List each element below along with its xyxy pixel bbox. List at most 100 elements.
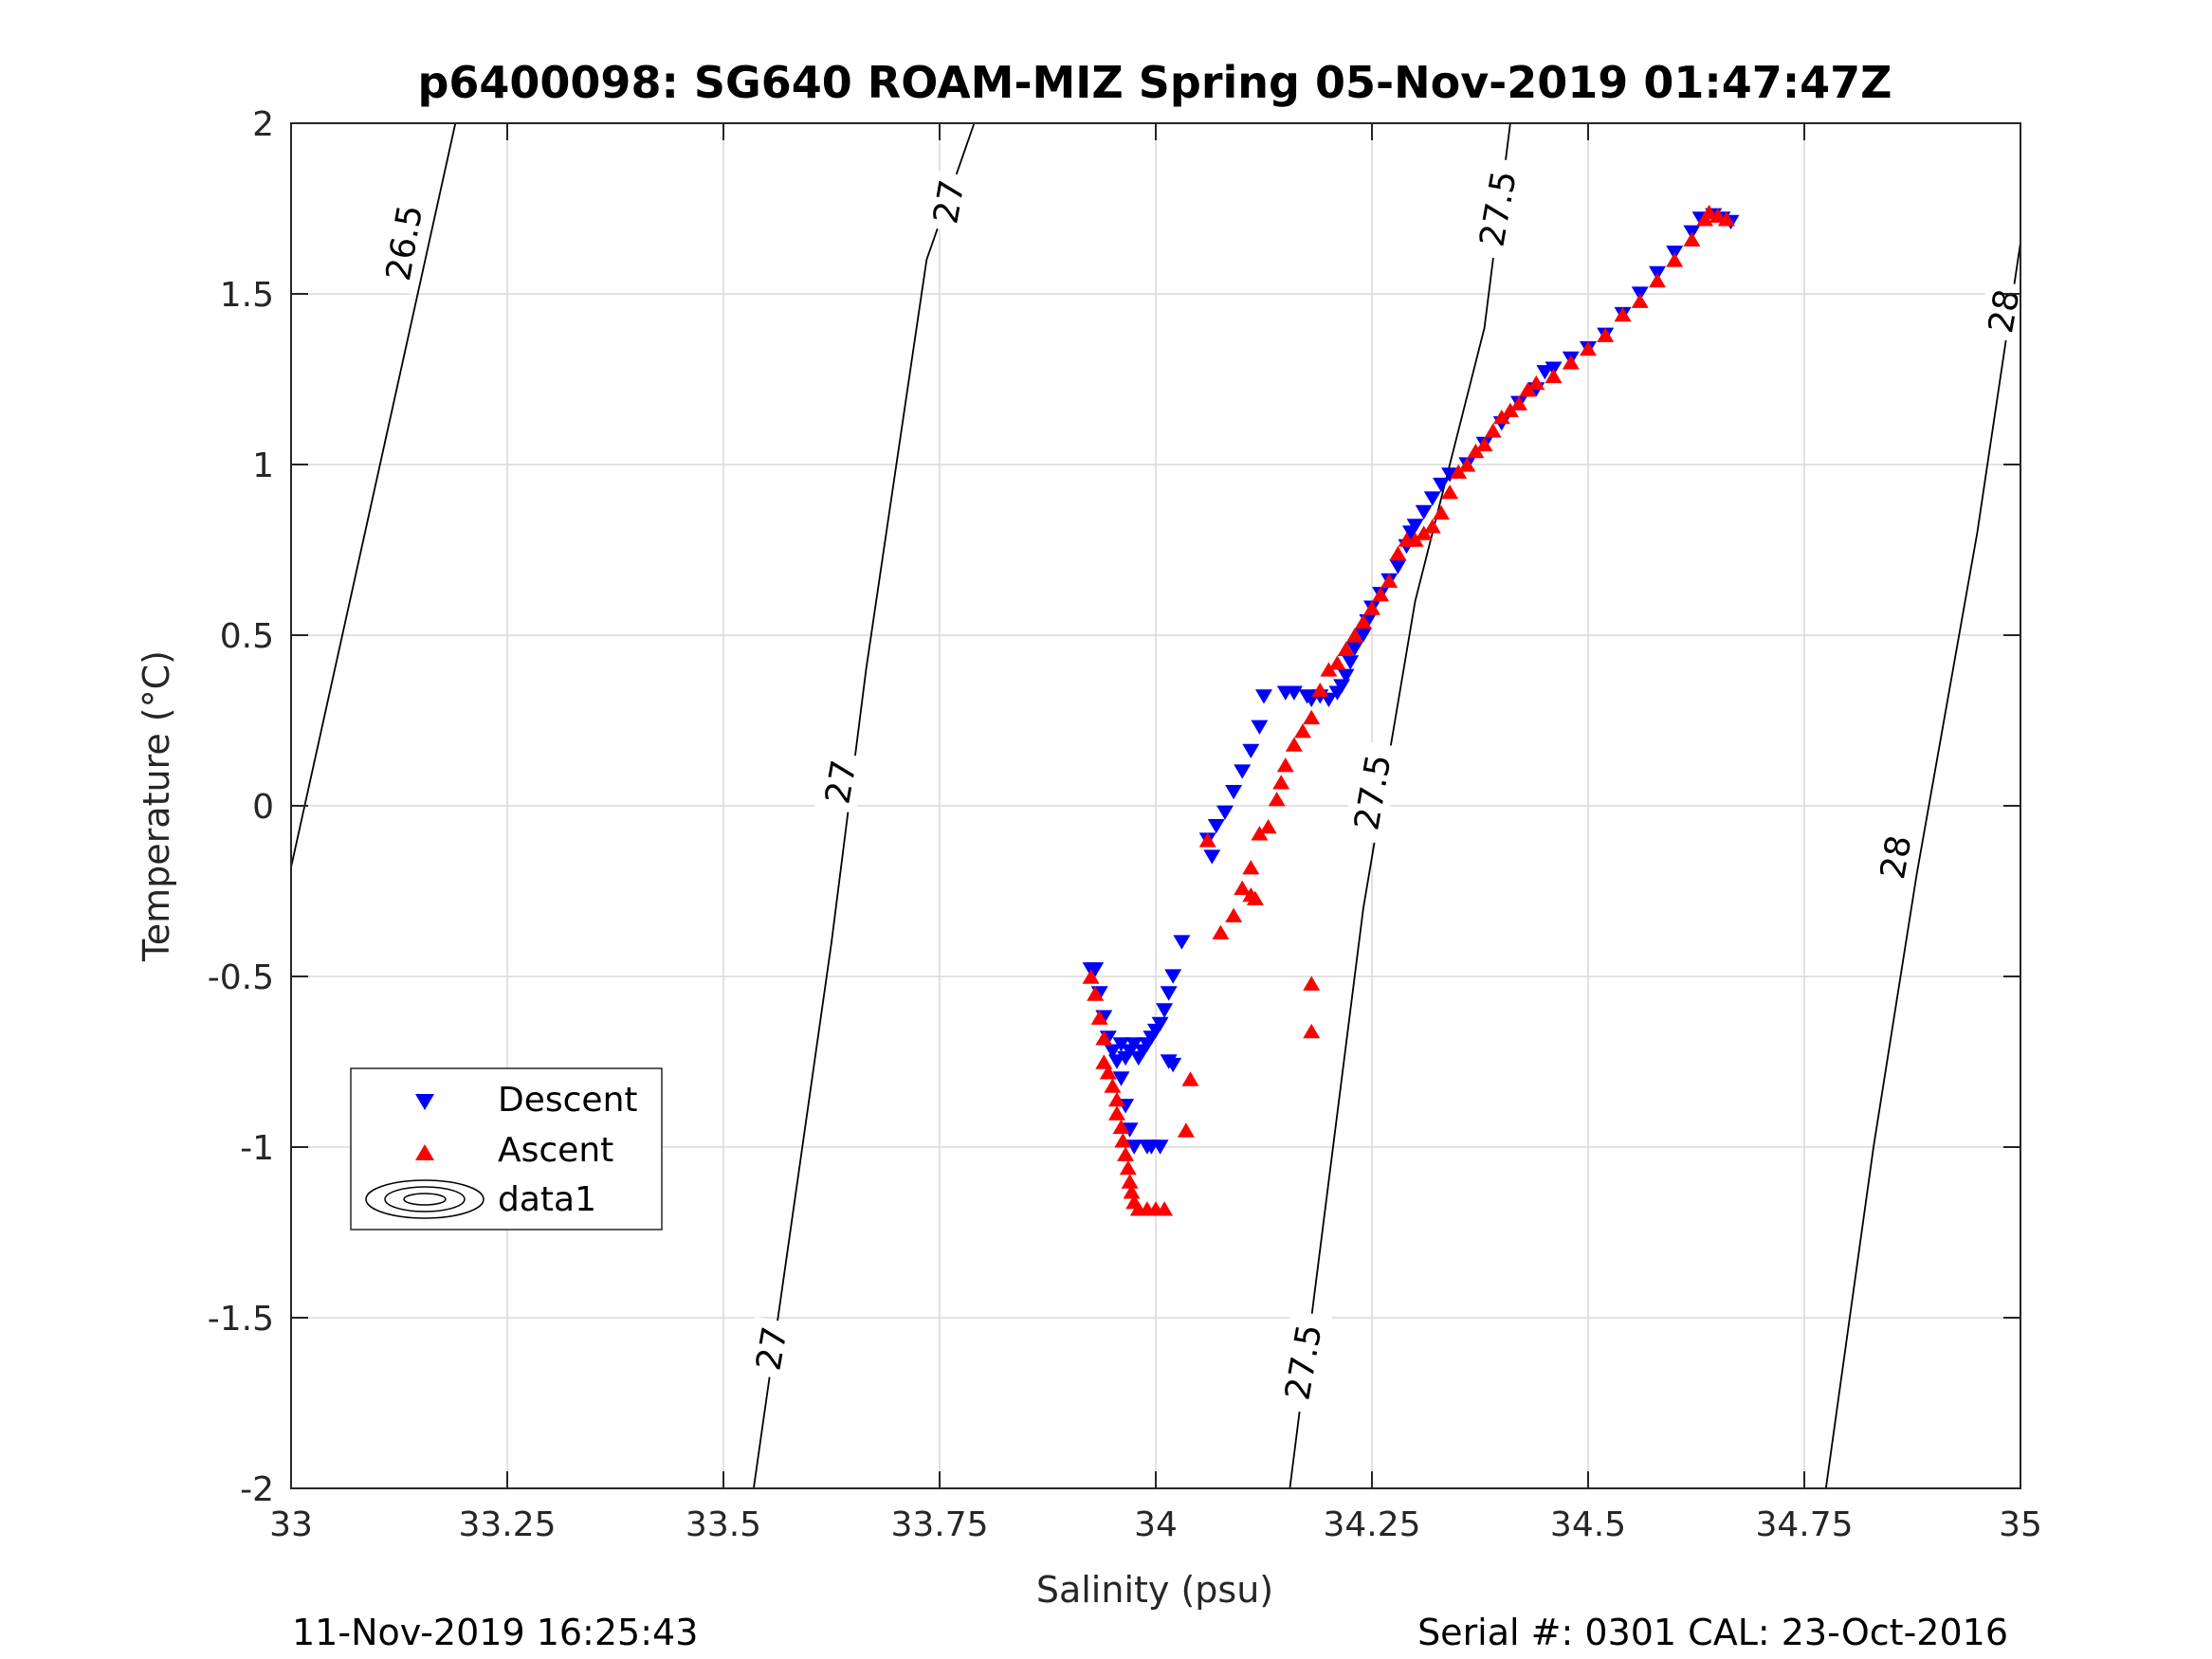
density-contour-line bbox=[1824, 242, 2021, 1489]
ascent-point bbox=[1519, 382, 1537, 397]
ascent-point bbox=[1527, 374, 1545, 391]
ascent-point bbox=[1380, 573, 1398, 588]
y-tick-label: 2 bbox=[252, 105, 274, 144]
descent-point bbox=[1225, 785, 1243, 800]
descent-point bbox=[1242, 743, 1260, 758]
descent-point bbox=[1104, 1044, 1122, 1059]
ascent-point bbox=[1363, 600, 1380, 615]
ascent-point bbox=[1631, 293, 1649, 308]
contour-label-background bbox=[1468, 155, 1526, 262]
y-axis-label: Temperature (°C) bbox=[136, 650, 177, 962]
ascent-point bbox=[1285, 737, 1303, 752]
ascent-point bbox=[1372, 587, 1390, 602]
y-tick-label: -1.5 bbox=[208, 1300, 274, 1339]
ascent-point bbox=[1225, 907, 1243, 922]
descent-point bbox=[1415, 504, 1433, 520]
contour-label-background bbox=[814, 750, 866, 814]
descent-point bbox=[1173, 935, 1191, 950]
ascent-point bbox=[1108, 1091, 1125, 1107]
descent-point bbox=[1423, 491, 1441, 506]
legend-data1-label: data1 bbox=[498, 1180, 596, 1219]
ascent-point bbox=[1303, 1023, 1321, 1039]
descent-point bbox=[1087, 962, 1105, 977]
y-tick-label: 0.5 bbox=[220, 617, 274, 656]
ascent-point bbox=[1423, 519, 1441, 534]
density-contour-label: 27.5 bbox=[1343, 739, 1401, 845]
contour-label-background bbox=[1273, 1309, 1332, 1414]
contour-label-background bbox=[374, 190, 433, 296]
contour-label-text: 27 bbox=[818, 757, 864, 807]
x-tick-label: 35 bbox=[1999, 1505, 2042, 1544]
x-tick-label: 34.5 bbox=[1550, 1505, 1626, 1544]
ascent-point bbox=[1117, 1146, 1135, 1161]
y-tick-label: 1 bbox=[252, 447, 274, 485]
axis-ticks: 33 33.25 33.5 33.75 34 34.25 34.5 34.75 35 2 1.5 1 0… bbox=[208, 105, 2042, 1544]
descent-point bbox=[1125, 1139, 1143, 1155]
density-contour-label: 27 bbox=[745, 1317, 797, 1380]
descent-point bbox=[1112, 1071, 1130, 1086]
ascent-point bbox=[1082, 969, 1100, 984]
descent-point bbox=[1156, 1003, 1174, 1018]
contour-label-text: 27 bbox=[926, 177, 972, 227]
x-tick-label: 33.75 bbox=[890, 1505, 988, 1544]
descent-point bbox=[1121, 1122, 1139, 1138]
density-contour-label: 27 bbox=[814, 750, 866, 814]
ascent-point bbox=[1156, 1201, 1174, 1216]
contour-label-background bbox=[1343, 739, 1401, 845]
ascent-point bbox=[1246, 890, 1264, 905]
chart-title: p6400098: SG640 ROAM-MIZ Spring 05-Nov-2… bbox=[417, 57, 1892, 108]
y-tick-label: -2 bbox=[240, 1470, 274, 1509]
ascent-point bbox=[1242, 860, 1260, 875]
ascent-point bbox=[1406, 532, 1424, 547]
ascent-point bbox=[1415, 525, 1433, 540]
descent-point bbox=[1112, 1037, 1130, 1052]
ascent-point bbox=[1580, 341, 1597, 356]
ascent-point bbox=[1328, 655, 1346, 670]
ascent-point bbox=[1337, 641, 1355, 656]
ascent-point bbox=[1345, 628, 1363, 643]
ascent-point bbox=[1649, 272, 1666, 288]
x-axis-label: Salinity (psu) bbox=[1036, 1569, 1273, 1611]
ascent-point bbox=[1090, 1010, 1108, 1025]
ascent-point bbox=[1087, 986, 1105, 1001]
x-tick-label: 33 bbox=[269, 1505, 313, 1544]
descent-point bbox=[1164, 969, 1182, 984]
ascent-point bbox=[1234, 880, 1252, 895]
ascent-point bbox=[1108, 1105, 1125, 1121]
descent-point bbox=[1164, 1057, 1182, 1073]
legend-descent-marker bbox=[415, 1094, 434, 1110]
x-tick-label: 34 bbox=[1134, 1505, 1178, 1544]
contour-label-background bbox=[1977, 279, 2029, 343]
ascent-point bbox=[1276, 757, 1294, 773]
ascent-point bbox=[1114, 1133, 1132, 1148]
descent-point bbox=[1342, 655, 1360, 670]
series-ascent bbox=[1082, 204, 1735, 1216]
ascent-point bbox=[1389, 545, 1407, 561]
y-tick-label: 1.5 bbox=[220, 276, 274, 315]
ascent-point bbox=[1294, 723, 1311, 738]
ascent-point bbox=[1177, 1122, 1195, 1138]
ascent-point bbox=[1717, 211, 1735, 227]
ascent-point bbox=[1492, 410, 1510, 425]
contour-label-background bbox=[923, 170, 974, 234]
ascent-point bbox=[1112, 1119, 1130, 1135]
ascent-point bbox=[1212, 924, 1230, 939]
ascent-point bbox=[1501, 402, 1519, 417]
legend-ascent-marker bbox=[415, 1144, 434, 1160]
descent-point bbox=[1151, 1016, 1169, 1032]
x-tick-label: 33.25 bbox=[458, 1505, 556, 1544]
y-tick-label: -0.5 bbox=[208, 958, 274, 997]
descent-point bbox=[1433, 477, 1450, 493]
descent-point bbox=[1251, 720, 1269, 735]
ascent-point bbox=[1303, 709, 1321, 725]
descent-point bbox=[1151, 1139, 1169, 1155]
ascent-point bbox=[1104, 1078, 1122, 1093]
footer-serial-cal: Serial #: 0301 CAL: 23-Oct-2016 bbox=[1417, 1612, 2008, 1653]
legend-descent-label: Descent bbox=[498, 1081, 638, 1120]
ascent-point bbox=[1181, 1071, 1199, 1086]
descent-point bbox=[1255, 689, 1272, 704]
ascent-point bbox=[1095, 1030, 1113, 1046]
ascent-point bbox=[1545, 368, 1563, 384]
ascent-point bbox=[1614, 306, 1632, 322]
